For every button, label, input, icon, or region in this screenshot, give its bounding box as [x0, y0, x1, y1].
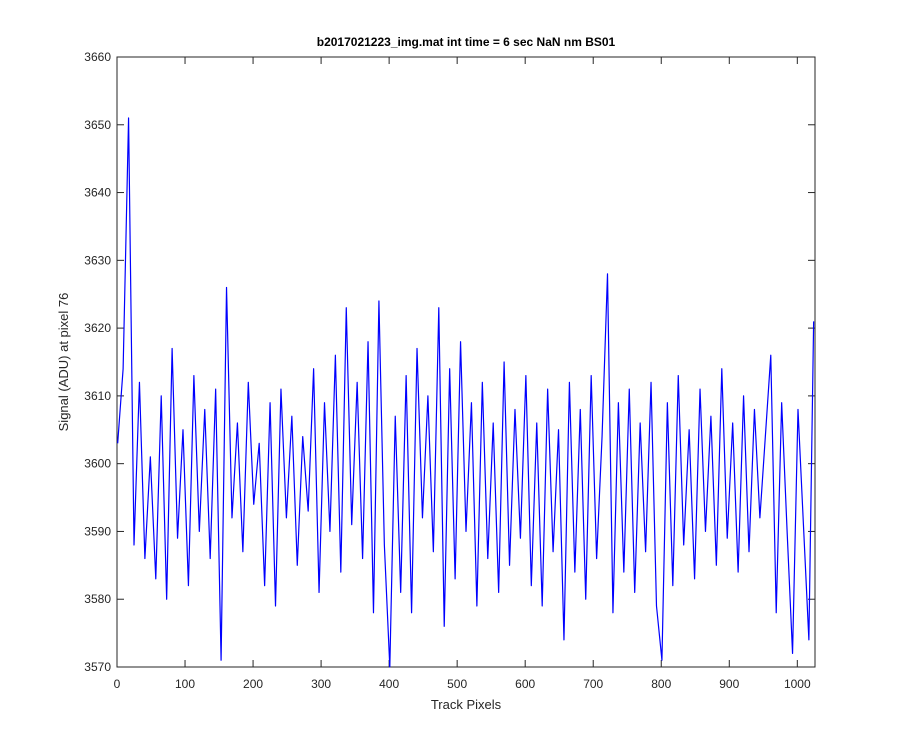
x-tick-label: 300	[311, 677, 331, 691]
y-tick-label: 3630	[84, 253, 111, 267]
x-tick-label: 0	[114, 677, 121, 691]
axes-frame	[116, 56, 816, 668]
x-axis-label: Track Pixels	[431, 697, 502, 712]
x-tick-label: 800	[651, 677, 671, 691]
chart-title: b2017021223_img.mat int time = 6 sec NaN…	[317, 35, 616, 49]
x-tick-label: 100	[175, 677, 195, 691]
x-tick-label: 200	[243, 677, 263, 691]
y-axis-label: Signal (ADU) at pixel 76	[56, 293, 71, 432]
x-tick-label: 900	[719, 677, 739, 691]
y-tick-label: 3570	[84, 660, 111, 674]
y-tick-label: 3650	[84, 118, 111, 132]
x-tick-label: 500	[447, 677, 467, 691]
y-tick-label: 3610	[84, 389, 111, 403]
x-tick-label: 600	[515, 677, 535, 691]
x-tick-label: 1000	[784, 677, 811, 691]
x-tick-label: 400	[379, 677, 399, 691]
data-line	[117, 117, 815, 668]
y-tick-label: 3620	[84, 321, 111, 335]
y-tick-label: 3600	[84, 457, 111, 471]
y-tick-label: 3590	[84, 524, 111, 538]
y-tick-label: 3640	[84, 186, 111, 200]
x-tick-label: 700	[583, 677, 603, 691]
y-tick-label: 3660	[84, 50, 111, 64]
y-tick-label: 3580	[84, 592, 111, 606]
